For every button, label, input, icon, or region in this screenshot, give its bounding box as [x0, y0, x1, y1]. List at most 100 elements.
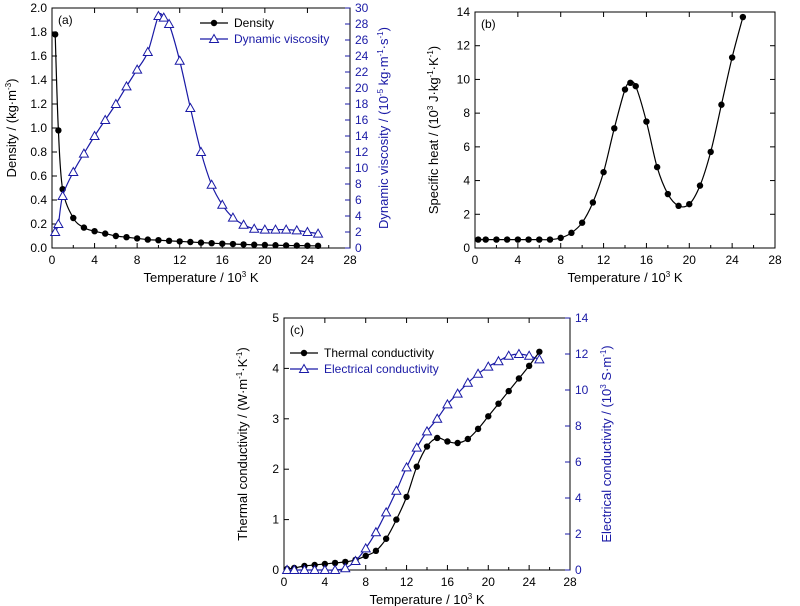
- chart-a-x-tick-label: 28: [343, 253, 357, 267]
- chart-a-series-density-point: [314, 242, 322, 250]
- chart-c-series-thermal-conductivity-point: [505, 387, 512, 395]
- chart-a-series-density-point: [229, 240, 237, 248]
- chart-c-y2-tick-label: 0: [575, 563, 582, 577]
- chart-c-legend-marker: [300, 349, 308, 357]
- chart-a-series-density-point: [102, 230, 109, 237]
- chart-a-series-density-point: [240, 241, 247, 248]
- chart-a-series-dynamic-viscosity-line: [54, 13, 319, 235]
- chart-a-series-dynamic-viscosity-point: [131, 64, 143, 74]
- chart-a-series-dynamic-viscosity-point: [185, 102, 196, 112]
- chart-a-series-density-point: [55, 127, 62, 134]
- chart-c-y2-tick-label: 6: [575, 455, 582, 469]
- chart-c-series-thermal-conductivity-point: [321, 560, 329, 568]
- chart-a-series-density-point: [165, 237, 173, 244]
- chart-a-y2-tick-label: 18: [355, 97, 369, 111]
- chart-a-legend-label: Dynamic viscosity: [234, 32, 329, 46]
- chart-b-series-0-point: [503, 236, 511, 243]
- chart-c-y2-tick-label: 12: [575, 347, 589, 361]
- chart-c-legend-label: Thermal conductivity: [324, 346, 434, 360]
- chart-c-series-electrical-conductivity-point: [288, 564, 300, 574]
- chart-b-series-0-point: [525, 236, 532, 243]
- chart-c-series-electrical-conductivity-point: [339, 562, 351, 573]
- chart-c-x-tick-label: 8: [362, 575, 369, 589]
- chart-b-y-tick-label: 8: [463, 106, 470, 120]
- chart-c-series-thermal-conductivity-point: [393, 516, 400, 523]
- chart-a-series-density-point: [282, 242, 290, 249]
- chart-c-series-thermal-conductivity-point: [413, 463, 420, 470]
- chart-a-legend-marker: [208, 33, 220, 43]
- chart-c-series-electrical-conductivity-point: [380, 506, 392, 517]
- chart-c-series-electrical-conductivity-point: [391, 485, 402, 495]
- chart-c-series-electrical-conductivity-point: [401, 461, 412, 472]
- chart-b-series-0-point: [514, 236, 522, 243]
- chart-b-series-0-point: [600, 168, 607, 176]
- chart-a-x-tick-label: 20: [258, 253, 272, 267]
- chart-a-series-dynamic-viscosity-point: [67, 166, 79, 176]
- chart-a-series-dynamic-viscosity-point: [238, 219, 249, 229]
- chart-c-y2-tick-label: 2: [575, 527, 582, 541]
- chart-a-series-dynamic-viscosity-point: [163, 18, 175, 28]
- chart-a-series-density-point: [197, 239, 205, 246]
- chart-c-legend-label: Electrical conductivity: [324, 362, 439, 376]
- chart-c-y-tick-label: 4: [272, 361, 279, 375]
- chart-c-series-electrical-conductivity-point: [350, 555, 361, 565]
- chart-c-y-tick-label: 0: [272, 563, 279, 577]
- chart-b-series-0-point: [482, 236, 489, 243]
- chart-b-y-tick-label: 10: [457, 72, 471, 86]
- chart-a-y-tick-label: 0.0: [30, 241, 47, 255]
- chart-a-x-tick-label: 8: [134, 253, 141, 267]
- chart-a-y-tick-label: 1.0: [30, 121, 47, 135]
- chart-a-y-tick-label: 0.4: [30, 193, 47, 207]
- chart-b-series-0-point: [493, 236, 500, 243]
- chart-b-series-0-point: [728, 54, 736, 61]
- chart-a-series-dynamic-viscosity-point: [142, 46, 154, 56]
- chart-c-series-thermal-conductivity-point: [382, 535, 390, 542]
- chart-a-y2-tick-label: 30: [355, 1, 369, 15]
- chart-c-series-thermal-conductivity-line: [287, 351, 540, 570]
- chart-c-x-tick-label: 16: [441, 575, 455, 589]
- chart-b-series-0-point: [546, 236, 554, 243]
- chart-b-y-axis-label: Specific heat / (103 J·kg-1·K-1): [426, 46, 441, 214]
- chart-a-series-dynamic-viscosity-point: [302, 226, 313, 236]
- chart-a-series-density-point: [187, 238, 194, 246]
- chart-a-series-dynamic-viscosity-point: [270, 224, 281, 234]
- chart-a-x-tick-label: 16: [216, 253, 230, 267]
- chart-a-y-axis-label: Density / (kg·m-3): [4, 79, 19, 178]
- chart-a-y2-tick-label: 16: [355, 113, 369, 127]
- chart-b-series-0-point: [718, 101, 725, 108]
- chart-a-series-dynamic-viscosity-point: [99, 114, 111, 124]
- chart-c-y2-tick-label: 14: [575, 311, 589, 325]
- chart-a-x-axis-label: Temperature / 103 K: [143, 270, 258, 285]
- chart-a-series-dynamic-viscosity-point: [259, 224, 271, 234]
- chart-a-y-tick-label: 1.8: [30, 25, 47, 39]
- chart-a-series-dynamic-viscosity-point: [216, 199, 228, 209]
- chart-a-y-tick-label: 0.2: [30, 217, 47, 231]
- chart-a-y-tick-label: 1.4: [30, 73, 47, 87]
- chart-b-series-0-point: [568, 229, 575, 237]
- chart-a-series-dynamic-viscosity-point: [291, 224, 303, 235]
- chart-a-series-density-point: [123, 234, 130, 241]
- chart-c-x-tick-label: 24: [522, 575, 536, 589]
- chart-b-series-0-point: [557, 234, 564, 242]
- chart-a-series-dynamic-viscosity-point: [312, 228, 324, 238]
- chart-a-y-tick-label: 0.8: [30, 145, 47, 159]
- chart-b-series-0-point: [589, 199, 597, 206]
- chart-a-series-density-point: [304, 242, 311, 249]
- chart-b-series-0-line: [478, 16, 744, 241]
- chart-a-y2-tick-label: 10: [355, 161, 369, 175]
- chart-c-series-thermal-conductivity-point: [372, 547, 380, 555]
- chart-c-series-thermal-conductivity-point: [434, 434, 441, 442]
- chart-a-series-density-point: [176, 238, 183, 245]
- chart-b-series-0-point: [686, 200, 693, 208]
- chart-a-series-density-line: [54, 34, 319, 247]
- chart-a-y2-tick-label: 8: [355, 177, 362, 191]
- chart-a-series-dynamic-viscosity-point: [89, 130, 100, 140]
- chart-a-y2-axis-label: Dynamic viscosity / (10-5 kg·m-1·s-1): [376, 27, 391, 229]
- chart-c-series-electrical-conductivity-point: [523, 350, 535, 360]
- chart-a-series-dynamic-viscosity-point: [57, 190, 68, 200]
- chart-b-series-0-point: [653, 163, 661, 171]
- chart-b-series-0-point: [707, 148, 714, 156]
- chart-b-x-tick-label: 20: [683, 253, 697, 267]
- chart-c-series-electrical-conductivity-point: [442, 398, 453, 409]
